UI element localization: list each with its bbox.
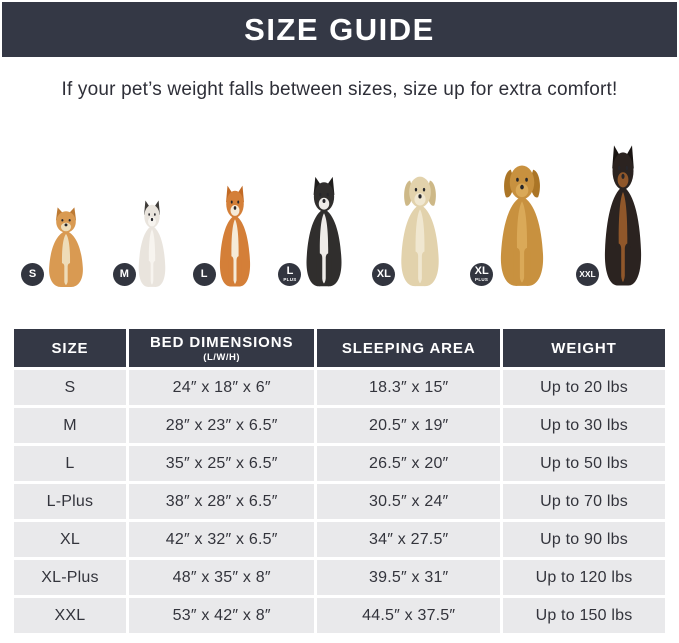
labrador-illustration xyxy=(401,176,440,287)
bed-dimensions-cell: 48″ x 35″ x 8″ xyxy=(128,560,315,595)
sleeping-area-cell: 20.5″ x 19″ xyxy=(317,408,501,443)
weight-cell: Up to 30 lbs xyxy=(503,408,665,443)
size-badge-s: S xyxy=(21,263,44,286)
size-badge-sublabel: PLUS xyxy=(475,277,489,283)
column-header-weight: WEIGHT xyxy=(503,329,665,367)
bed-dimensions-cell: 53″ x 42″ x 8″ xyxy=(128,598,315,633)
size-cell: S xyxy=(14,370,126,405)
size-badge-label: L xyxy=(286,265,294,278)
pomeranian-illustration xyxy=(49,207,83,288)
shiba-inu-illustration xyxy=(219,185,250,287)
column-header-sublabel: (L/W/H) xyxy=(203,351,241,363)
dogs-row: S M L xyxy=(21,129,653,289)
size-cell: M xyxy=(14,408,126,443)
column-header-label: SLEEPING AREA xyxy=(341,339,476,357)
size-badge-xl: XL xyxy=(372,263,396,286)
golden-retriever-illustration xyxy=(501,165,544,286)
border-collie-illustration xyxy=(306,176,342,287)
table-header-row: SIZE BED DIMENSIONS (L/W/H) SLEEPING AREA WE… xyxy=(14,329,665,367)
bed-dimensions-cell: 35″ x 25″ x 6.5″ xyxy=(128,446,315,481)
table-row-s: S 24″ x 18″ x 6″ 18.3″ x 15″ Up to 20 lbs xyxy=(14,370,665,405)
column-header-sleeping-area: SLEEPING AREA xyxy=(317,329,501,367)
weight-cell: Up to 20 lbs xyxy=(503,370,665,405)
column-header-label: SIZE xyxy=(51,339,89,357)
sleeping-area-cell: 44.5″ x 37.5″ xyxy=(317,598,501,633)
table-row-l-plus: L-Plus 38″ x 28″ x 6.5″ 30.5″ x 24″ Up to 7… xyxy=(14,484,665,519)
dog-pomeranian: S xyxy=(21,206,94,289)
size-badge-l-plus: L PLUS xyxy=(278,263,302,286)
dog-doberman: XXL xyxy=(575,143,653,289)
size-badge-xl-plus: XL PLUS xyxy=(470,263,494,286)
sleeping-area-cell: 18.3″ x 15″ xyxy=(317,370,501,405)
header-bar: SIZE GUIDE xyxy=(2,2,677,57)
weight-cell: Up to 90 lbs xyxy=(503,522,665,557)
bed-dimensions-cell: 42″ x 32″ x 6.5″ xyxy=(128,522,315,557)
size-badge-label: L xyxy=(200,268,208,280)
sleeping-area-cell: 39.5″ x 31″ xyxy=(317,560,501,595)
sleeping-area-cell: 26.5″ x 20″ xyxy=(317,446,501,481)
table-row-xl: XL 42″ x 32″ x 6.5″ 34″ x 27.5″ Up to 90 lb… xyxy=(14,522,665,557)
table-row-xl-plus: XL-Plus 48″ x 35″ x 8″ 39.5″ x 31″ Up to 12… xyxy=(14,560,665,595)
weight-cell: Up to 70 lbs xyxy=(503,484,665,519)
size-badge-label: M xyxy=(119,268,129,280)
dog-labrador: XL xyxy=(372,169,451,289)
size-badge-label: XXL xyxy=(579,269,596,280)
doberman-illustration xyxy=(604,145,642,286)
size-badge-label: S xyxy=(28,268,37,280)
size-badge-xxl: XXL xyxy=(575,263,599,286)
bed-dimensions-cell: 38″ x 28″ x 6.5″ xyxy=(128,484,315,519)
size-badge-sublabel: PLUS xyxy=(283,277,297,283)
size-badge-label: XL xyxy=(376,268,391,280)
size-cell: L xyxy=(14,446,126,481)
column-header-bed-dimensions: BED DIMENSIONS (L/W/H) xyxy=(128,329,315,367)
page-title: SIZE GUIDE xyxy=(244,11,435,47)
size-cell: L-Plus xyxy=(14,484,126,519)
subtitle-text: If your pet’s weight falls between sizes… xyxy=(61,79,618,100)
column-header-size: SIZE xyxy=(14,329,126,367)
weight-cell: Up to 50 lbs xyxy=(503,446,665,481)
french-bulldog-illustration xyxy=(138,200,166,287)
size-badge-label: XL xyxy=(474,265,489,278)
table-row-l: L 35″ x 25″ x 6.5″ 26.5″ x 20″ Up to 50 lbs xyxy=(14,446,665,481)
bed-dimensions-cell: 24″ x 18″ x 6″ xyxy=(128,370,315,405)
table-row-xxl: XXL 53″ x 42″ x 8″ 44.5″ x 37.5″ Up to 150 … xyxy=(14,598,665,633)
size-cell: XXL xyxy=(14,598,126,633)
table-body: S 24″ x 18″ x 6″ 18.3″ x 15″ Up to 20 lbs M 2… xyxy=(14,370,665,633)
bed-dimensions-cell: 28″ x 23″ x 6.5″ xyxy=(128,408,315,443)
dog-golden-retriever: XL PLUS xyxy=(470,157,557,289)
weight-cell: Up to 150 lbs xyxy=(503,598,665,633)
size-cell: XL xyxy=(14,522,126,557)
column-header-label: BED DIMENSIONS xyxy=(149,333,294,351)
dog-shiba-inu: L xyxy=(192,184,260,289)
size-badge-m: M xyxy=(112,263,136,286)
size-table: SIZE BED DIMENSIONS (L/W/H) SLEEPING AREA WE… xyxy=(14,329,665,633)
sleeping-area-cell: 30.5″ x 24″ xyxy=(317,484,501,519)
size-cell: XL-Plus xyxy=(14,560,126,595)
size-badge-l: L xyxy=(192,263,216,286)
weight-cell: Up to 120 lbs xyxy=(503,560,665,595)
column-header-label: WEIGHT xyxy=(551,339,617,357)
dog-french-bulldog: M xyxy=(112,199,174,289)
table-row-m: M 28″ x 23″ x 6.5″ 20.5″ x 19″ Up to 30 lbs xyxy=(14,408,665,443)
dog-border-collie: L PLUS xyxy=(278,175,353,289)
sleeping-area-cell: 34″ x 27.5″ xyxy=(317,522,501,557)
